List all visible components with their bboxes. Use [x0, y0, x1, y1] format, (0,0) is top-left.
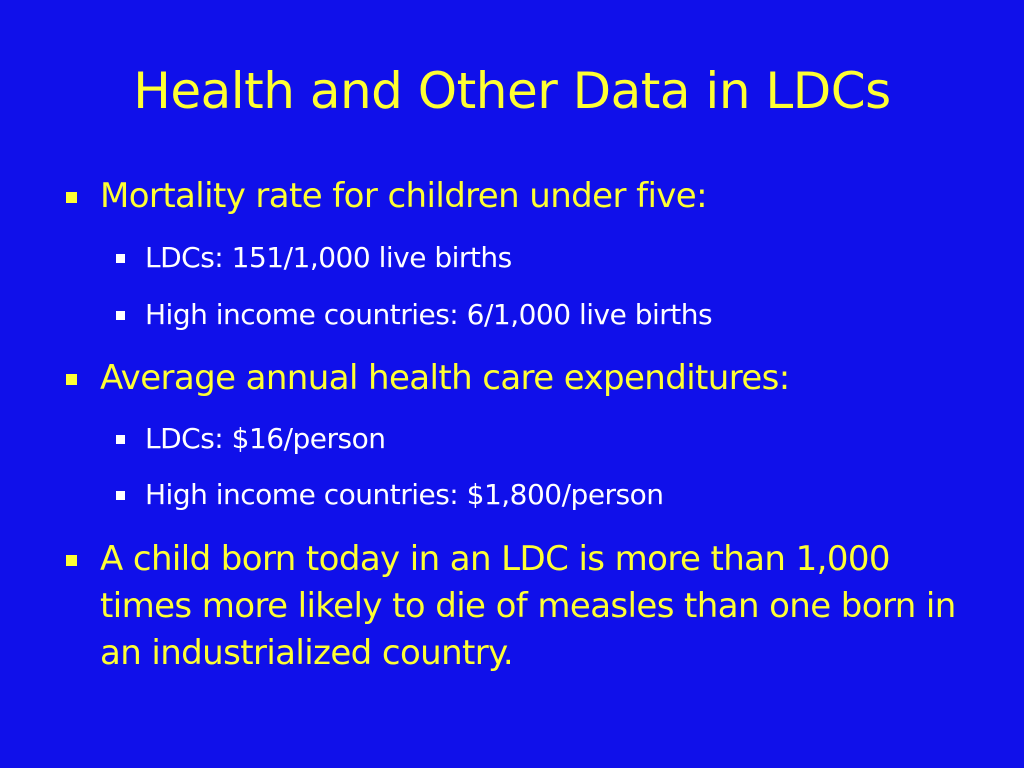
bullet-expenditures: Average annual health care expenditures:: [66, 355, 980, 402]
square-bullet-icon: [116, 435, 125, 444]
bullet-measles: A child born today in an LDC is more tha…: [66, 536, 980, 677]
sub-bullet-ldc-mortality: LDCs: 151/1,000 live births: [116, 239, 985, 277]
square-bullet-icon: [66, 192, 77, 203]
square-bullet-icon: [66, 555, 77, 566]
bullet-text: Average annual health care expenditures:: [100, 358, 790, 398]
slide-title: Health and Other Data in LDCs: [133, 62, 891, 120]
sub-bullet-text: High income countries: 6/1,000 live birt…: [145, 298, 713, 331]
sub-bullet-ldc-expenditure: LDCs: $16/person: [116, 420, 985, 458]
bullet-text: Mortality rate for children under five:: [100, 176, 708, 216]
square-bullet-icon: [116, 254, 125, 263]
sub-bullet-text: High income countries: $1,800/person: [145, 478, 664, 511]
square-bullet-icon: [116, 491, 125, 500]
sub-bullet-text: LDCs: 151/1,000 live births: [145, 241, 512, 274]
square-bullet-icon: [66, 374, 77, 385]
square-bullet-icon: [116, 311, 125, 320]
sub-bullet-high-income-mortality: High income countries: 6/1,000 live birt…: [116, 296, 985, 334]
bullet-mortality: Mortality rate for children under five:: [66, 173, 980, 220]
sub-bullet-high-income-expenditure: High income countries: $1,800/person: [116, 476, 985, 514]
bullet-text: A child born today in an LDC is more tha…: [100, 539, 956, 673]
sub-bullet-text: LDCs: $16/person: [145, 422, 386, 455]
